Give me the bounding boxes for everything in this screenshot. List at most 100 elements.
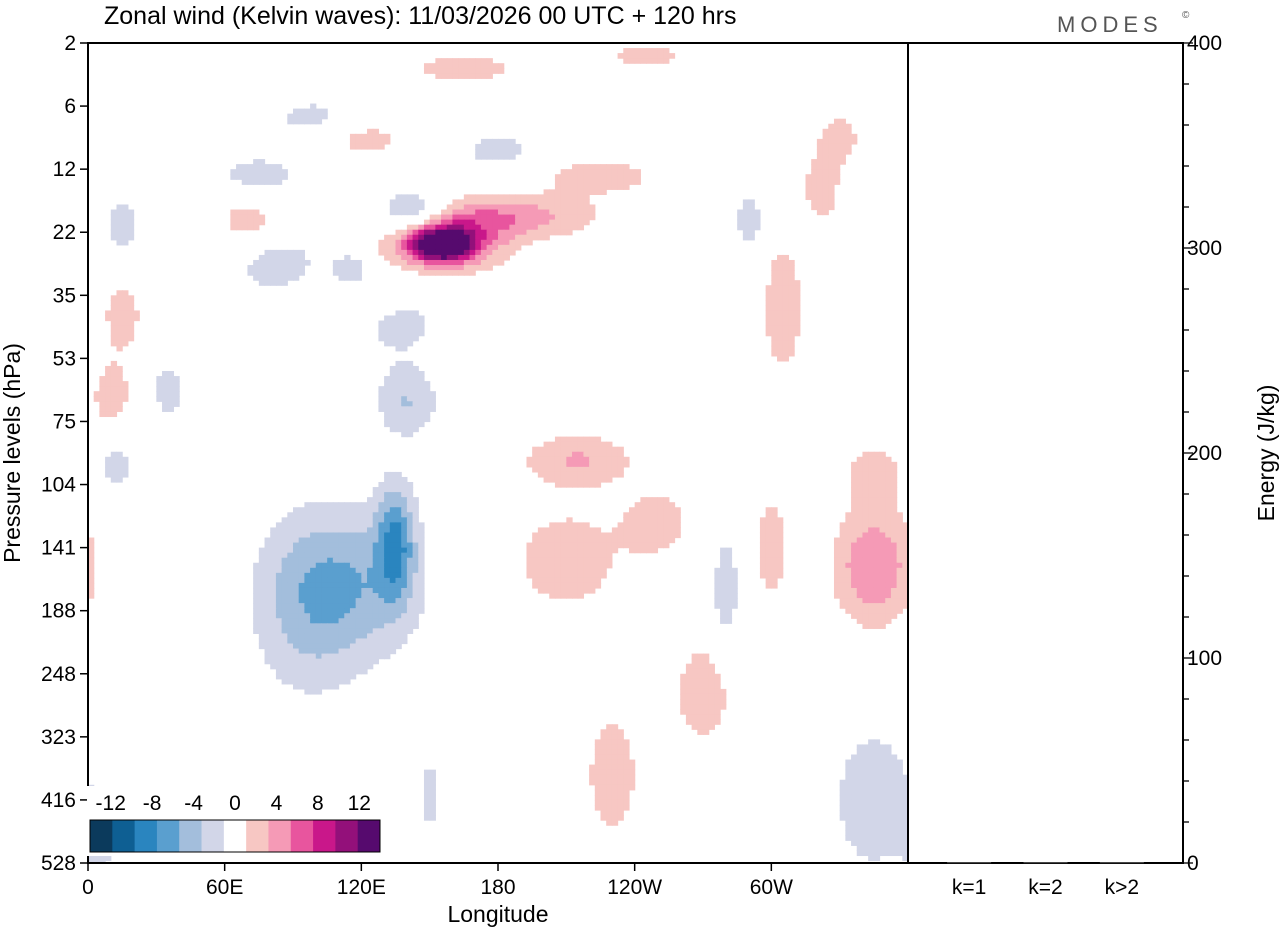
heatmap-cell xyxy=(537,577,545,584)
heatmap-cell xyxy=(566,532,573,539)
heatmap-cell xyxy=(418,562,425,569)
heatmap-cell xyxy=(110,391,118,397)
heatmap-cell xyxy=(868,779,875,786)
heatmap-cell xyxy=(600,466,607,473)
heatmap-cell xyxy=(361,542,368,549)
heatmap-cell xyxy=(418,547,425,554)
heatmap-cell xyxy=(600,815,607,821)
heatmap-cell xyxy=(321,628,328,634)
heatmap-cell xyxy=(327,673,334,680)
heatmap-cell xyxy=(771,562,778,569)
heatmap-cell xyxy=(868,487,875,493)
heatmap-cell xyxy=(452,214,459,221)
heatmap-cell xyxy=(839,154,846,160)
heatmap-cell xyxy=(480,265,488,271)
heatmap-cell xyxy=(332,623,340,629)
heatmap-cell xyxy=(332,527,340,534)
heatmap-cell xyxy=(862,794,869,801)
heatmap-cell xyxy=(549,209,556,216)
heatmap-cell xyxy=(771,270,778,276)
heatmap-cell xyxy=(304,688,311,695)
heatmap-cell xyxy=(594,446,602,453)
heatmap-cell xyxy=(372,572,380,579)
heatmap-cell xyxy=(885,613,892,619)
heatmap-cell xyxy=(253,265,260,271)
heatmap-cell xyxy=(367,517,374,523)
heatmap-cell xyxy=(338,270,345,276)
heatmap-cell xyxy=(304,593,311,599)
heatmap-cell xyxy=(281,628,288,634)
heatmap-cell xyxy=(879,507,886,513)
heatmap-cell xyxy=(862,608,869,614)
heatmap-cell xyxy=(890,799,898,806)
heatmap-cell xyxy=(554,456,562,463)
heatmap-cell xyxy=(611,532,619,539)
heatmap-cell xyxy=(395,254,402,261)
heatmap-cell xyxy=(310,653,317,660)
heatmap-cell xyxy=(703,678,710,685)
heatmap-cell xyxy=(372,502,380,508)
heatmap-cell xyxy=(293,668,300,675)
heatmap-cell xyxy=(469,234,476,241)
heatmap-cell xyxy=(851,572,858,579)
heatmap-cell xyxy=(367,628,374,634)
heatmap-cell xyxy=(446,239,454,246)
heatmap-cell xyxy=(839,118,846,125)
heatmap-cell xyxy=(315,673,323,680)
heatmap-cell xyxy=(116,471,123,478)
heatmap-cell xyxy=(395,557,402,564)
heatmap-cell xyxy=(458,219,465,226)
heatmap-cell xyxy=(93,860,100,863)
heatmap-cell xyxy=(270,572,277,579)
heatmap-cell xyxy=(879,577,886,584)
heatmap-cell xyxy=(611,527,619,534)
heatmap-cell xyxy=(554,471,562,478)
heatmap-cell xyxy=(264,552,271,559)
heatmap-cell xyxy=(349,143,357,150)
heatmap-cell xyxy=(777,254,784,261)
heatmap-cell xyxy=(429,270,436,276)
heatmap-cell xyxy=(566,219,573,226)
heatmap-cell xyxy=(885,527,892,534)
heatmap-cell xyxy=(372,587,380,594)
heatmap-cell xyxy=(526,194,533,201)
heatmap-cell xyxy=(885,850,892,857)
heatmap-cell xyxy=(315,678,323,685)
colorbar-label: 4 xyxy=(271,792,283,815)
heatmap-cell xyxy=(862,769,869,776)
heatmap-cell xyxy=(258,628,266,634)
heatmap-cell xyxy=(275,532,283,539)
heatmap-cell xyxy=(321,512,328,518)
heatmap-cell xyxy=(122,214,129,221)
heatmap-cell xyxy=(759,522,767,529)
heatmap-cell xyxy=(395,527,402,534)
heatmap-cell xyxy=(885,492,892,498)
heatmap-cell xyxy=(361,537,368,544)
heatmap-cell xyxy=(543,456,550,463)
heatmap-cell xyxy=(549,577,556,584)
heatmap-cell xyxy=(851,497,858,503)
heatmap-cell xyxy=(611,724,619,730)
heatmap-cell xyxy=(327,658,334,665)
heatmap-cell xyxy=(321,633,328,640)
heatmap-cell xyxy=(868,774,875,781)
heatmap-cell xyxy=(446,209,454,216)
heatmap-cell xyxy=(338,567,345,574)
heatmap-cell xyxy=(691,693,698,700)
heatmap-cell xyxy=(549,476,556,483)
heatmap-cell xyxy=(389,406,397,412)
heatmap-cell xyxy=(406,431,414,438)
heatmap-cell xyxy=(258,618,266,624)
heatmap-cell xyxy=(315,562,323,569)
heatmap-cell xyxy=(395,476,402,483)
y-tick-label: 416 xyxy=(41,789,76,812)
heatmap-cell xyxy=(873,512,881,518)
heatmap-cell xyxy=(868,451,875,458)
heatmap-cell xyxy=(367,608,374,614)
heatmap-cell xyxy=(862,587,869,594)
heatmap-cell xyxy=(315,668,323,675)
heatmap-cell xyxy=(475,224,482,231)
heatmap-cell xyxy=(634,507,641,513)
heatmap-cell xyxy=(88,572,95,579)
heatmap-cell xyxy=(725,613,733,619)
